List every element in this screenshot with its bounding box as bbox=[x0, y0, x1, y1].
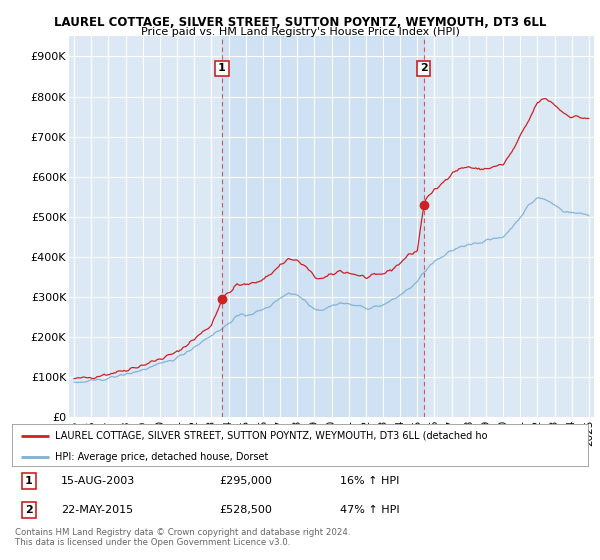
Text: £295,000: £295,000 bbox=[220, 476, 272, 486]
Text: HPI: Average price, detached house, Dorset: HPI: Average price, detached house, Dors… bbox=[55, 452, 269, 461]
Text: 16% ↑ HPI: 16% ↑ HPI bbox=[340, 476, 400, 486]
Text: 1: 1 bbox=[25, 476, 32, 486]
Text: 1: 1 bbox=[218, 63, 226, 73]
Text: 47% ↑ HPI: 47% ↑ HPI bbox=[340, 505, 400, 515]
Text: 15-AUG-2003: 15-AUG-2003 bbox=[61, 476, 135, 486]
Bar bbox=[222, 36, 424, 417]
Text: LAUREL COTTAGE, SILVER STREET, SUTTON POYNTZ, WEYMOUTH, DT3 6LL: LAUREL COTTAGE, SILVER STREET, SUTTON PO… bbox=[54, 16, 546, 29]
Text: 22-MAY-2015: 22-MAY-2015 bbox=[61, 505, 133, 515]
Text: Contains HM Land Registry data © Crown copyright and database right 2024.: Contains HM Land Registry data © Crown c… bbox=[15, 528, 350, 536]
Text: LAUREL COTTAGE, SILVER STREET, SUTTON POYNTZ, WEYMOUTH, DT3 6LL (detached ho: LAUREL COTTAGE, SILVER STREET, SUTTON PO… bbox=[55, 431, 488, 441]
Text: 2: 2 bbox=[420, 63, 428, 73]
Text: £528,500: £528,500 bbox=[220, 505, 272, 515]
Text: Price paid vs. HM Land Registry's House Price Index (HPI): Price paid vs. HM Land Registry's House … bbox=[140, 27, 460, 37]
Text: 2: 2 bbox=[25, 505, 32, 515]
Text: This data is licensed under the Open Government Licence v3.0.: This data is licensed under the Open Gov… bbox=[15, 538, 290, 547]
